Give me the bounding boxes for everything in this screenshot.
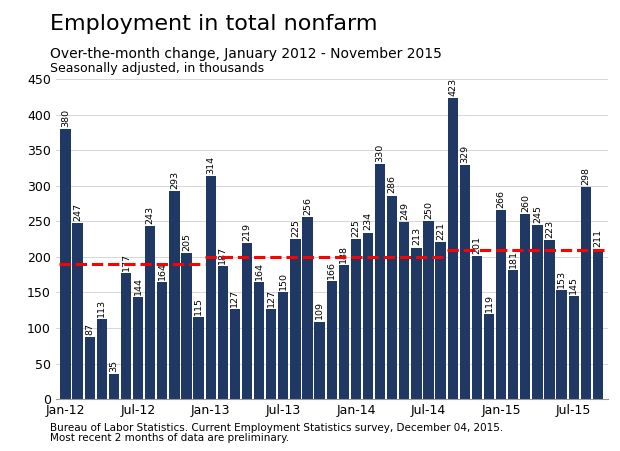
Bar	[73, 223, 82, 399]
Text: 153: 153	[557, 270, 566, 288]
Bar	[266, 309, 277, 399]
Bar	[242, 243, 252, 399]
Text: 127: 127	[267, 289, 276, 307]
Text: 109: 109	[315, 301, 324, 319]
Text: Bureau of Labor Statistics. Current Employment Statistics survey, December 04, 2: Bureau of Labor Statistics. Current Empl…	[50, 423, 503, 433]
Text: 221: 221	[436, 222, 445, 240]
Bar	[314, 322, 325, 399]
Bar	[496, 210, 507, 399]
Text: 380: 380	[61, 109, 70, 127]
Text: 164: 164	[255, 262, 264, 281]
Text: 127: 127	[231, 289, 239, 307]
Text: Over-the-month change, January 2012 - November 2015: Over-the-month change, January 2012 - No…	[50, 47, 441, 61]
Text: 145: 145	[569, 276, 578, 294]
Text: 181: 181	[509, 250, 518, 268]
Text: 249: 249	[400, 202, 409, 220]
Bar	[169, 191, 180, 399]
Bar	[327, 281, 337, 399]
Text: 166: 166	[327, 261, 336, 279]
Text: 188: 188	[339, 245, 348, 263]
Text: 150: 150	[279, 272, 288, 290]
Bar	[520, 214, 531, 399]
Bar	[593, 249, 603, 399]
Bar	[133, 297, 143, 399]
Text: Most recent 2 months of data are preliminary.: Most recent 2 months of data are prelimi…	[50, 433, 289, 443]
Text: 219: 219	[242, 223, 252, 241]
Bar	[145, 226, 156, 399]
Bar	[472, 256, 482, 399]
Text: 250: 250	[424, 201, 433, 219]
Bar	[218, 266, 228, 399]
Bar	[387, 196, 397, 399]
Bar	[399, 222, 409, 399]
Text: 164: 164	[157, 262, 167, 281]
Bar	[544, 240, 555, 399]
Bar	[206, 176, 216, 399]
Text: 201: 201	[472, 236, 481, 254]
Bar	[254, 282, 264, 399]
Bar	[569, 296, 579, 399]
Bar	[181, 253, 192, 399]
Bar	[108, 374, 119, 399]
Text: 35: 35	[109, 360, 118, 372]
Bar	[484, 314, 494, 399]
Bar	[351, 239, 361, 399]
Bar	[581, 187, 591, 399]
Bar	[97, 319, 107, 399]
Text: 293: 293	[170, 170, 179, 189]
Bar	[423, 221, 433, 399]
Text: 225: 225	[352, 219, 360, 237]
Text: 144: 144	[133, 276, 143, 295]
Bar	[303, 217, 312, 399]
Text: 330: 330	[376, 144, 384, 162]
Text: 266: 266	[497, 190, 506, 208]
Bar	[448, 98, 458, 399]
Bar	[84, 337, 95, 399]
Text: 243: 243	[146, 206, 154, 224]
Text: 234: 234	[363, 212, 373, 230]
Text: 187: 187	[218, 246, 228, 264]
Text: Seasonally adjusted, in thousands: Seasonally adjusted, in thousands	[50, 62, 264, 75]
Text: 113: 113	[97, 299, 106, 317]
Text: 314: 314	[206, 156, 215, 174]
Bar	[435, 242, 446, 399]
Bar	[230, 309, 240, 399]
Text: 211: 211	[593, 229, 603, 247]
Bar	[375, 164, 385, 399]
Text: 286: 286	[388, 175, 397, 193]
Text: 119: 119	[484, 295, 494, 313]
Text: 256: 256	[303, 197, 312, 215]
Text: 213: 213	[412, 227, 421, 245]
Text: 115: 115	[194, 297, 203, 315]
Bar	[193, 318, 204, 399]
Bar	[508, 270, 518, 399]
Text: 223: 223	[545, 220, 554, 238]
Bar	[121, 273, 131, 399]
Text: 423: 423	[448, 78, 457, 96]
Bar	[60, 129, 71, 399]
Bar	[278, 292, 288, 399]
Bar	[411, 248, 422, 399]
Text: 329: 329	[460, 145, 469, 163]
Text: 225: 225	[291, 219, 300, 237]
Bar	[557, 290, 567, 399]
Bar	[459, 165, 470, 399]
Bar	[290, 239, 301, 399]
Text: 247: 247	[73, 203, 82, 221]
Text: 205: 205	[182, 233, 191, 251]
Bar	[157, 282, 167, 399]
Text: 245: 245	[533, 205, 542, 223]
Text: 260: 260	[521, 194, 530, 212]
Bar	[363, 233, 373, 399]
Text: 87: 87	[85, 323, 94, 335]
Text: 298: 298	[582, 167, 590, 185]
Bar	[339, 265, 349, 399]
Text: Employment in total nonfarm: Employment in total nonfarm	[50, 14, 377, 33]
Bar	[533, 225, 542, 399]
Text: 177: 177	[122, 253, 130, 271]
